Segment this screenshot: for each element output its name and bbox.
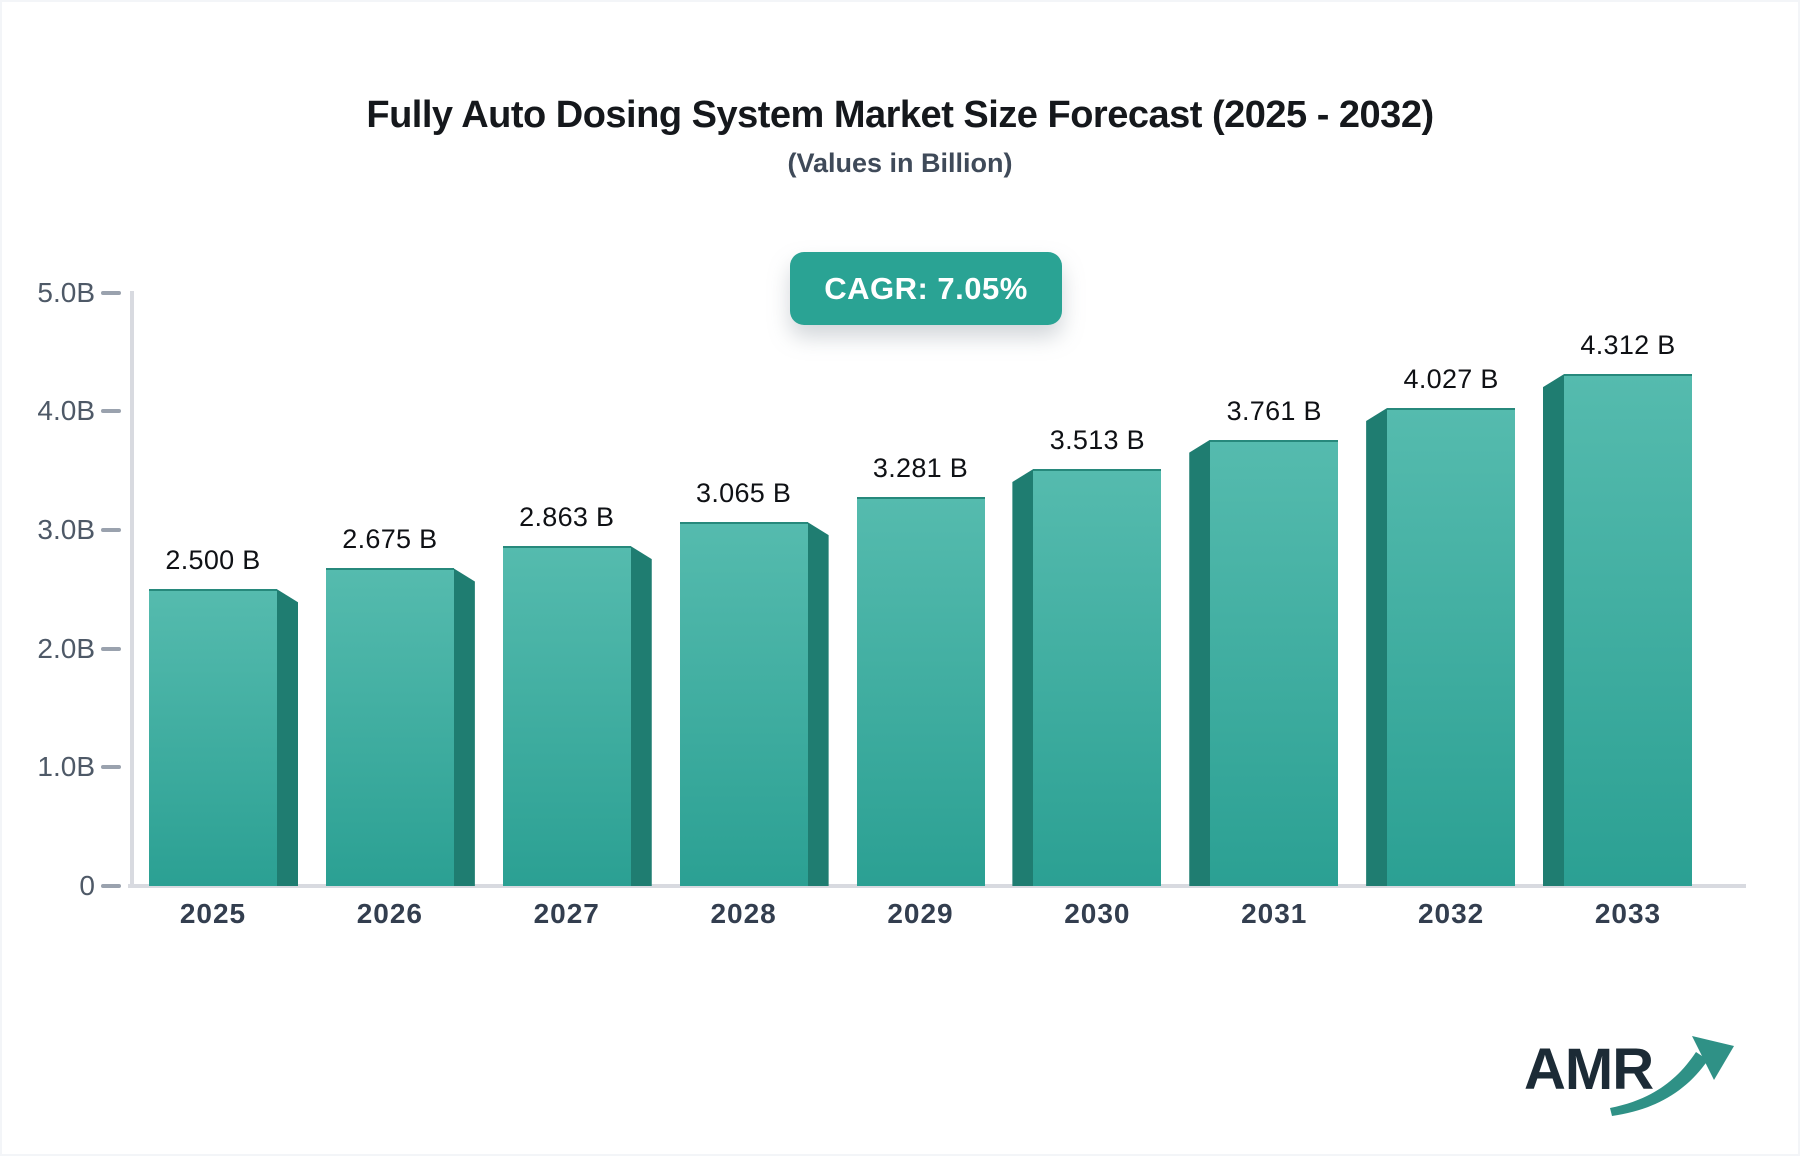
y-tick-label: 0 (79, 870, 95, 901)
cagr-badge: CAGR: 7.05% (790, 252, 1062, 325)
y-tick (101, 884, 121, 888)
bar-2028 (679, 522, 808, 886)
bar-side-face (277, 589, 298, 886)
x-axis (128, 884, 1746, 888)
x-tick-label: 2033 (1594, 898, 1662, 929)
bar-2032 (1387, 407, 1516, 886)
bar-side-face (1189, 439, 1211, 886)
growth-arrow-icon (1610, 1036, 1734, 1116)
bar-2031 (1210, 439, 1339, 886)
y-tick (101, 646, 121, 651)
bar-value-label: 3.065 B (696, 478, 792, 509)
bar-value-label: 4.312 B (1580, 330, 1676, 361)
x-tick-label: 2025 (179, 898, 247, 929)
x-tick-label: 2026 (356, 898, 424, 929)
bar-value-label: 3.761 B (1226, 395, 1322, 426)
bar-2026 (325, 568, 454, 886)
bar-value-label: 3.513 B (1049, 425, 1145, 455)
bar-value-label: 2.863 B (519, 502, 615, 533)
bar-2029 (856, 496, 985, 886)
bar-value-label: 4.027 B (1403, 363, 1499, 394)
bar-side-face (453, 568, 475, 886)
amr-logo-text: AMR (1524, 1037, 1654, 1102)
x-tick-label: 2027 (533, 898, 600, 929)
y-tick-label: 5.0B (37, 276, 95, 308)
y-tick (101, 527, 121, 532)
bar-side-face (1012, 469, 1034, 886)
bar-side-face (807, 522, 829, 886)
y-tick-label: 1.0B (37, 751, 95, 783)
bar-value-label: 3.281 B (872, 452, 969, 483)
chart-title: Fully Auto Dosing System Market Size For… (366, 94, 1434, 136)
x-tick-label: 2028 (710, 898, 777, 929)
y-axis (130, 291, 134, 886)
y-tick (101, 290, 121, 295)
y-tick-label: 2.0B (37, 632, 95, 664)
y-tick (101, 409, 121, 414)
bar-side-face (1366, 407, 1388, 886)
chart-subtitle: (Values in Billion) (787, 148, 1013, 178)
bar-2033 (1564, 374, 1692, 886)
amr-logo: AMR (1510, 1022, 1740, 1122)
y-tick (101, 765, 121, 770)
bar-2030 (1033, 469, 1162, 886)
bar-value-label: 2.675 B (342, 524, 438, 555)
x-tick-label: 2032 (1417, 898, 1485, 929)
bar-side-face (1543, 374, 1564, 886)
y-tick-label: 4.0B (37, 395, 95, 427)
bar-2025 (149, 589, 277, 886)
bar-side-face (630, 546, 652, 886)
x-tick-label: 2029 (887, 898, 954, 929)
x-tick-label: 2030 (1064, 898, 1131, 929)
bar-2027 (502, 546, 631, 886)
bar-value-label: 2.500 B (165, 545, 261, 576)
y-tick-label: 3.0B (37, 513, 95, 545)
x-tick-label: 2031 (1241, 898, 1308, 929)
